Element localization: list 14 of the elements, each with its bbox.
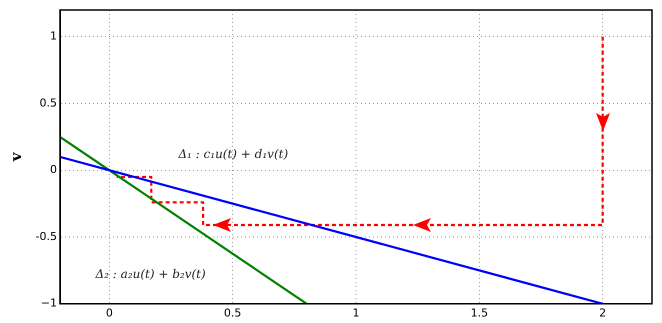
y-tick-label: -0.5 [36, 230, 57, 243]
annotation: Δ₂ : a₂u(t) + b₂v(t) [96, 267, 206, 282]
annotation: Δ₁ : c₁u(t) + d₁v(t) [178, 146, 288, 161]
y-tick-label: 1 [50, 30, 57, 43]
x-tick-label: 0 [106, 306, 113, 320]
x-tick-label: 2 [599, 306, 606, 320]
x-tick-label: 1.5 [470, 306, 488, 320]
y-tick-label: 0.5 [40, 96, 57, 110]
y-tick-label: −1 [40, 296, 57, 310]
x-tick-label: 1 [352, 306, 360, 320]
x-tick-label: 0.5 [224, 306, 242, 320]
y-axis-title: v [6, 151, 25, 162]
y-tick-label: 0 [50, 163, 57, 176]
line-series [116, 36, 604, 226]
